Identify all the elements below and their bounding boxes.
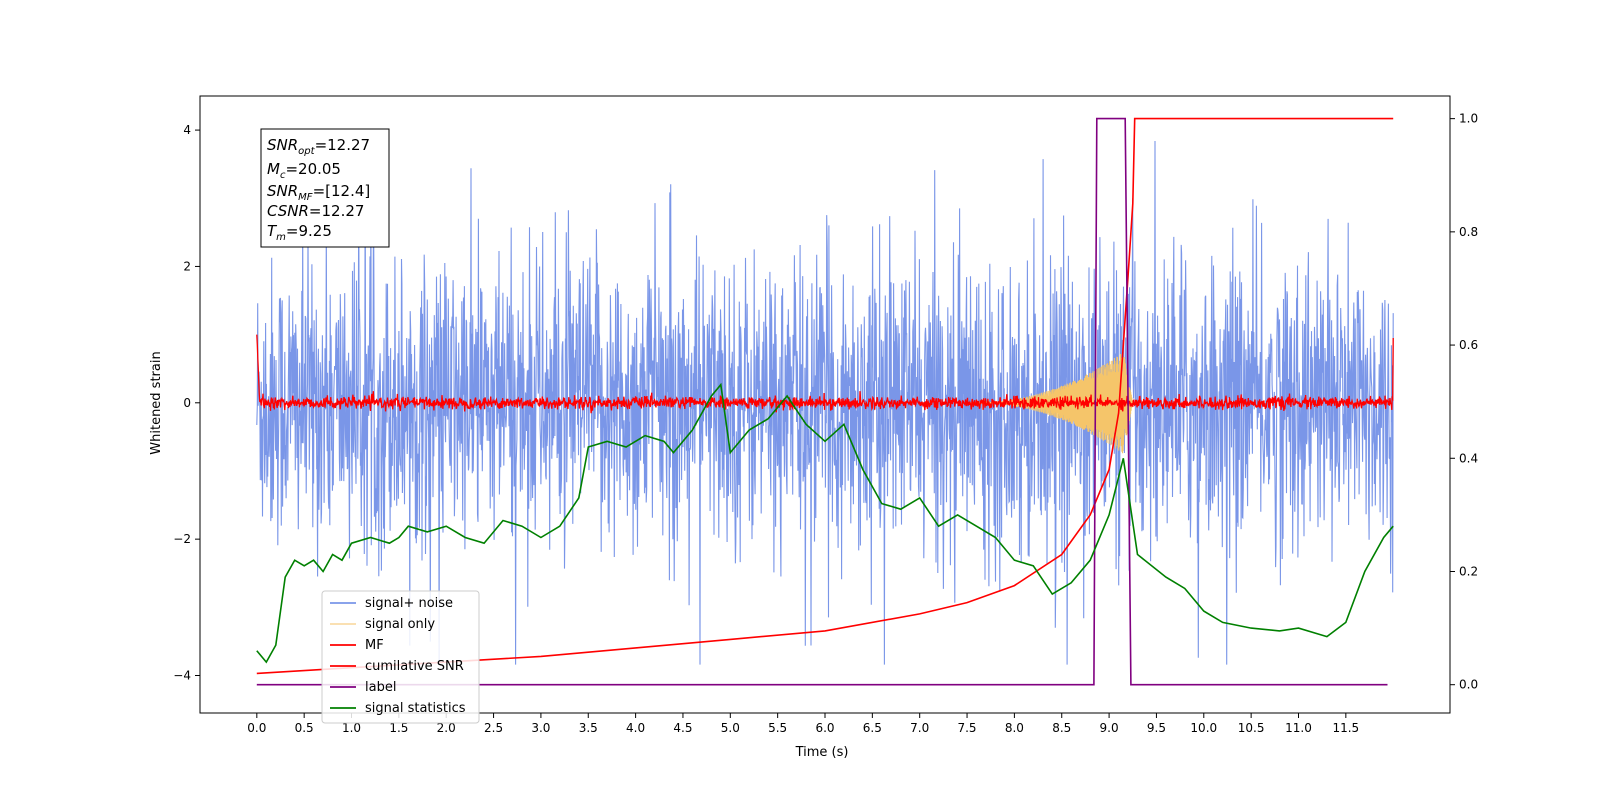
y-tick-label: −4 xyxy=(173,669,191,683)
x-tick-label: 0.0 xyxy=(247,721,266,735)
x-tick-label: 9.0 xyxy=(1100,721,1119,735)
y-axis-label: Whitened strain xyxy=(149,351,164,454)
series-signal-noise xyxy=(256,140,1394,665)
x-tick-label: 10.5 xyxy=(1238,721,1265,735)
x-tick-label: 11.5 xyxy=(1332,721,1359,735)
x-tick-label: 3.0 xyxy=(531,721,550,735)
x-tick-label: 7.0 xyxy=(910,721,929,735)
y-tick-label: −2 xyxy=(173,532,191,546)
x-tick-label: 9.5 xyxy=(1147,721,1166,735)
x-tick-label: 11.0 xyxy=(1285,721,1312,735)
x-tick-label: 3.5 xyxy=(579,721,598,735)
x-tick-label: 6.0 xyxy=(815,721,834,735)
y-right-tick-label: 0.0 xyxy=(1459,678,1478,692)
x-tick-label: 4.5 xyxy=(673,721,692,735)
legend-entry: signal statistics xyxy=(365,701,466,716)
x-tick-label: 5.5 xyxy=(768,721,787,735)
x-tick-label: 1.0 xyxy=(342,721,361,735)
series-mf xyxy=(256,334,1394,414)
y-right-tick-label: 0.4 xyxy=(1459,451,1478,465)
legend-entry: label xyxy=(365,680,396,695)
x-tick-label: 8.5 xyxy=(1052,721,1071,735)
x-tick-label: 6.5 xyxy=(863,721,882,735)
legend: signal+ noise signal only MF cumilative SNR… xyxy=(321,590,480,724)
legend-entry: MF xyxy=(365,638,384,653)
annotation-csnr: CSNR=12.27 xyxy=(267,202,364,220)
x-tick-label: 4.0 xyxy=(626,721,645,735)
annotation-tm: Tm=9.25 xyxy=(267,222,332,243)
x-tick-label: 10.0 xyxy=(1190,721,1217,735)
y-tick-label: 0 xyxy=(183,396,191,410)
legend-entry: signal+ noise xyxy=(365,596,453,611)
y-tick-label: 2 xyxy=(183,259,191,273)
x-tick-label: 7.5 xyxy=(957,721,976,735)
annotation-snr-mf: SNRMF=[12.4] xyxy=(267,182,370,203)
y-right-tick-label: 0.6 xyxy=(1459,338,1478,352)
y-right-tick-label: 1.0 xyxy=(1459,112,1478,126)
x-tick-label: 5.0 xyxy=(721,721,740,735)
annotation-mc: Mc=20.05 xyxy=(267,160,341,181)
series-cumulative-snr xyxy=(256,117,1394,675)
series-label xyxy=(256,117,1388,686)
y-tick-label: 4 xyxy=(183,123,191,137)
annotation-box: SNRopt=12.27 Mc=20.05 SNRMF=[12.4] CSNR=… xyxy=(260,128,390,248)
y-right-tick-label: 0.2 xyxy=(1459,564,1478,578)
x-tick-label: 2.0 xyxy=(437,721,456,735)
legend-entry: signal only xyxy=(365,617,435,632)
x-tick-label: 1.5 xyxy=(389,721,408,735)
annotation-snr-opt: SNRopt=12.27 xyxy=(267,136,370,157)
series-signal-statistics xyxy=(256,382,1394,664)
x-tick-label: 0.5 xyxy=(295,721,314,735)
x-tick-label: 8.0 xyxy=(1005,721,1024,735)
y-right-tick-label: 0.8 xyxy=(1459,225,1478,239)
x-tick-label: 2.5 xyxy=(484,721,503,735)
x-axis-label: Time (s) xyxy=(795,745,849,760)
legend-entry: cumilative SNR xyxy=(365,659,464,674)
